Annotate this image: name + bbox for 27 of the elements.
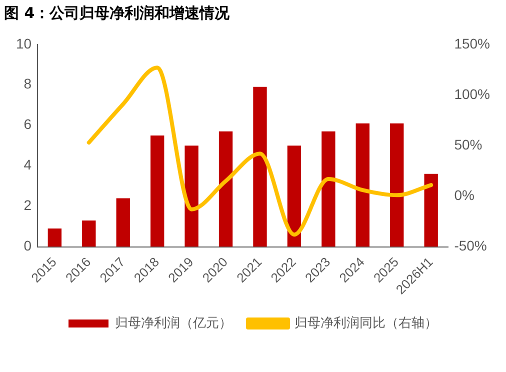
y-tick-label: 6 — [24, 116, 32, 132]
bar — [82, 220, 96, 247]
y2-tick-label: 100% — [454, 86, 490, 102]
bar — [322, 131, 336, 247]
line-series — [86, 66, 434, 237]
bar — [287, 146, 302, 247]
y-tick-label: 2 — [24, 197, 32, 214]
y2-tick-label: -50% — [454, 238, 487, 254]
legend-label: 归母净利润同比（右轴） — [294, 316, 438, 331]
y-tick-label: 4 — [24, 156, 32, 173]
bar — [356, 123, 370, 247]
chart-title: 图 4：公司归母净利润和增速情况 — [4, 4, 231, 24]
bar — [218, 131, 233, 247]
y2-tick-label: 150% — [454, 35, 490, 52]
y2-tick-label: 50% — [454, 136, 482, 152]
bar — [48, 228, 62, 247]
legend-label: 归母净利润（亿元） — [115, 316, 232, 331]
y-tick-label: 10 — [16, 35, 32, 52]
bar — [424, 174, 438, 247]
bar — [150, 135, 164, 247]
y2-tick-label: 0% — [454, 187, 474, 204]
bar — [253, 86, 267, 247]
bar — [116, 198, 130, 247]
bar — [390, 123, 404, 247]
y-tick-label: 8 — [24, 76, 32, 92]
bar — [184, 146, 198, 247]
y-tick-label: 0 — [24, 238, 32, 254]
